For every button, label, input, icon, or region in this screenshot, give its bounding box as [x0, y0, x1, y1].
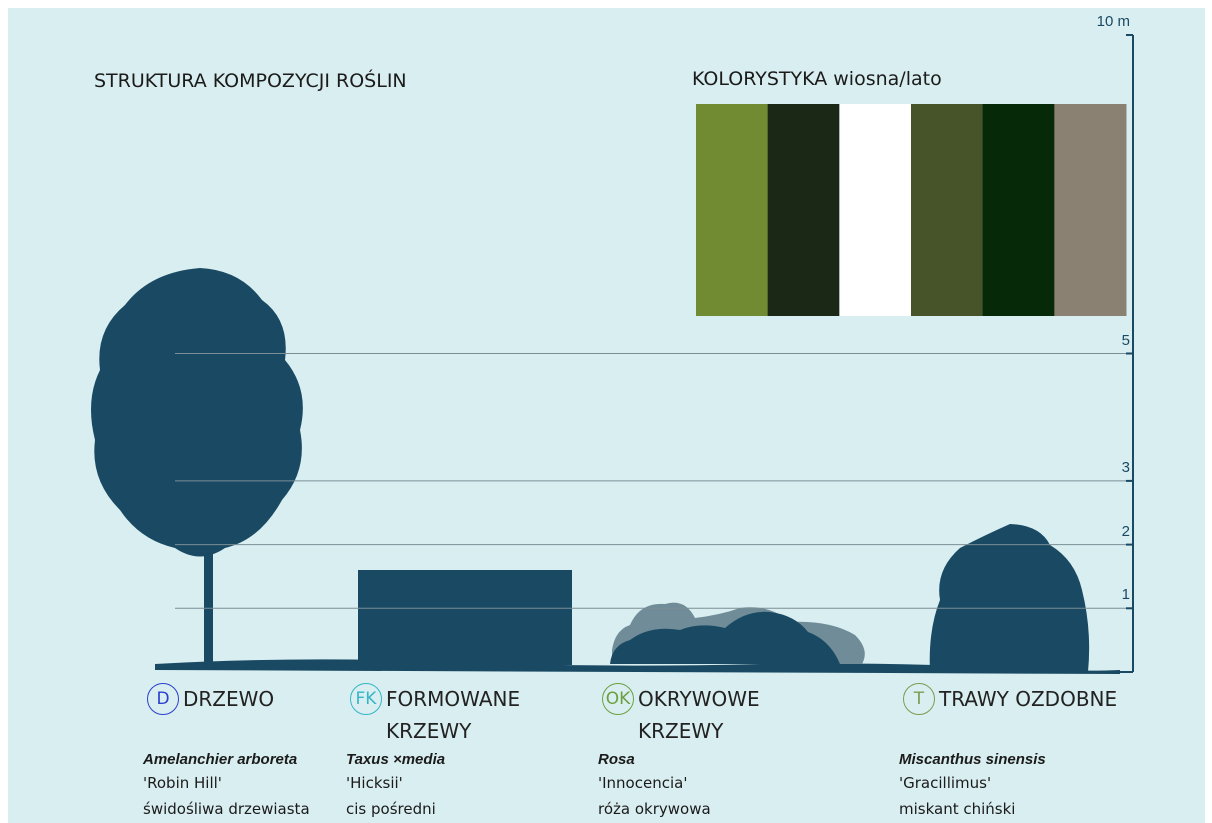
- color-swatch: [911, 104, 983, 316]
- plant-group: TRAWY OZDOBNE: [939, 683, 1179, 715]
- plant-code: FK: [350, 683, 382, 715]
- palette-title: KOLORYSTYKA wiosna/lato: [692, 68, 942, 90]
- scale-label: 1: [1122, 586, 1130, 603]
- cultivar: 'Robin Hill': [143, 774, 222, 792]
- plant-code: D: [147, 683, 179, 715]
- plant-code: OK: [602, 683, 634, 715]
- plant-group: OKRYWOWE KRZEWY: [638, 683, 788, 747]
- cultivar: 'Innocencia': [598, 774, 687, 792]
- scale-label: 10 m: [1097, 13, 1130, 30]
- page: STRUKTURA KOMPOZYCJI ROŚLIN KOLORYSTYKA …: [0, 0, 1212, 823]
- color-swatch: [768, 104, 840, 316]
- common-name: róża okrywowa: [598, 800, 711, 818]
- cultivar: 'Hicksii': [346, 774, 403, 792]
- latin-name: Amelanchier arboreta: [143, 751, 297, 768]
- latin-name: Taxus ×media: [346, 751, 445, 768]
- latin-name: Rosa: [598, 751, 635, 768]
- common-name: świdośliwa drzewiasta: [143, 800, 310, 818]
- color-swatch: [696, 104, 768, 316]
- common-name: miskant chiński: [899, 800, 1015, 818]
- scale-label: 3: [1122, 459, 1130, 476]
- scale-label: 2: [1122, 523, 1130, 540]
- silhouettes: [91, 268, 1120, 674]
- color-swatch: [1054, 104, 1126, 316]
- plant-code: T: [903, 683, 935, 715]
- title: STRUKTURA KOMPOZYCJI ROŚLIN: [94, 70, 407, 92]
- color-swatch: [839, 104, 911, 316]
- cultivar: 'Gracillimus': [899, 774, 991, 792]
- hedge: [358, 570, 572, 665]
- common-name: cis pośredni: [346, 800, 436, 818]
- color-swatch: [983, 104, 1055, 316]
- plant-group: FORMOWANE KRZEWY: [386, 683, 536, 747]
- grass: [930, 524, 1089, 672]
- latin-name: Miscanthus sinensis: [899, 751, 1046, 768]
- tree-crown: [91, 268, 303, 557]
- scale-label: 5: [1122, 332, 1130, 349]
